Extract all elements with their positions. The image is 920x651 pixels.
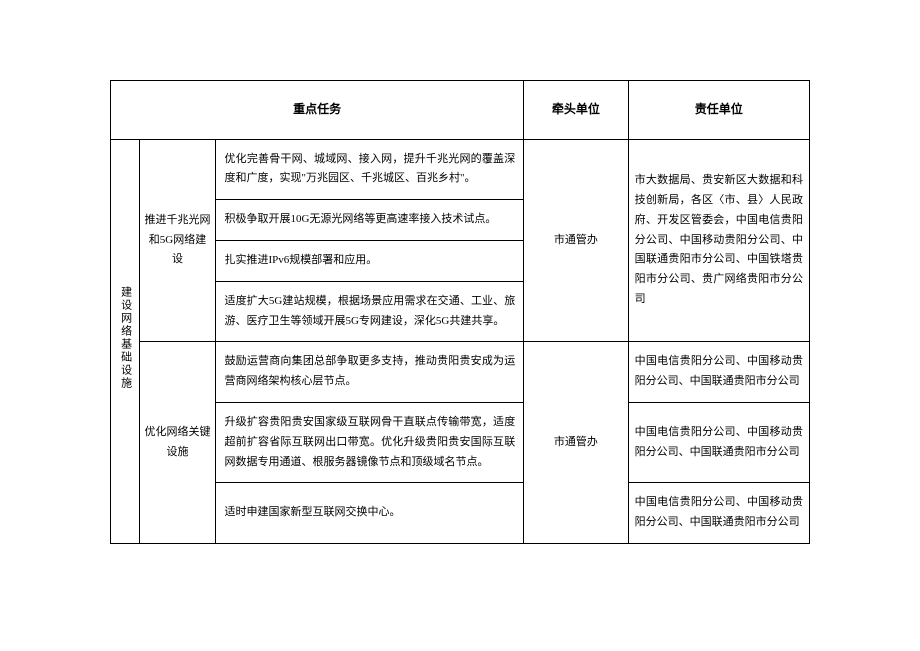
task-cell: 鼓励运营商向集团总部争取更多支持，推动贵阳贵安成为运营商网络架构核心层节点。 xyxy=(216,342,524,403)
header-responsible: 责任单位 xyxy=(628,81,809,140)
task-cell: 扎实推进IPv6规模部署和应用。 xyxy=(216,240,524,281)
responsible-cell: 中国电信贵阳分公司、中国移动贵阳分公司、中国联通贵阳市分公司 xyxy=(628,402,809,482)
table-row: 优化网络关键设施 鼓励运营商向集团总部争取更多支持，推动贵阳贵安成为运营商网络架… xyxy=(111,342,810,403)
header-lead: 牵头单位 xyxy=(524,81,628,140)
header-task: 重点任务 xyxy=(111,81,524,140)
task-table: 重点任务 牵头单位 责任单位 建设网络基础设施 推进千兆光网和5G网络建设 优化… xyxy=(110,80,810,544)
table-row: 升级扩容贵阳贵安国家级互联网骨干直联点传输带宽，适度超前扩容省际互联网出口带宽。… xyxy=(111,402,810,482)
responsible-cell: 中国电信贵阳分公司、中国移动贵阳分公司、中国联通贵阳市分公司 xyxy=(628,483,809,544)
task-cell: 优化完善骨干网、城域网、接入网，提升千兆光网的覆盖深度和广度，实现"万兆园区、千… xyxy=(216,139,524,200)
responsible-cell: 中国电信贵阳分公司、中国移动贵阳分公司、中国联通贵阳市分公司 xyxy=(628,342,809,403)
table-row: 建设网络基础设施 推进千兆光网和5G网络建设 优化完善骨干网、城域网、接入网，提… xyxy=(111,139,810,200)
subcategory1-cell: 推进千兆光网和5G网络建设 xyxy=(139,139,216,342)
responsible-cell: 市大数据局、贵安新区大数据和科技创新局，各区〈市、县〉人民政府、开发区管委会，中… xyxy=(628,139,809,342)
task-cell: 适时申建国家新型互联网交换中心。 xyxy=(216,483,524,544)
lead-cell: 市通管办 xyxy=(524,342,628,544)
header-row: 重点任务 牵头单位 责任单位 xyxy=(111,81,810,140)
category-cell: 建设网络基础设施 xyxy=(111,139,140,543)
table-row: 适时申建国家新型互联网交换中心。 中国电信贵阳分公司、中国移动贵阳分公司、中国联… xyxy=(111,483,810,544)
task-cell: 适度扩大5G建站规模，根据场景应用需求在交通、工业、旅游、医疗卫生等领域开展5G… xyxy=(216,281,524,342)
category-text: 建设网络基础设施 xyxy=(116,286,134,390)
lead-cell: 市通管办 xyxy=(524,139,628,342)
subcategory2-cell: 优化网络关键设施 xyxy=(139,342,216,544)
task-cell: 升级扩容贵阳贵安国家级互联网骨干直联点传输带宽，适度超前扩容省际互联网出口带宽。… xyxy=(216,402,524,482)
task-cell: 积极争取开展10G无源光网络等更高速率接入技术试点。 xyxy=(216,200,524,241)
